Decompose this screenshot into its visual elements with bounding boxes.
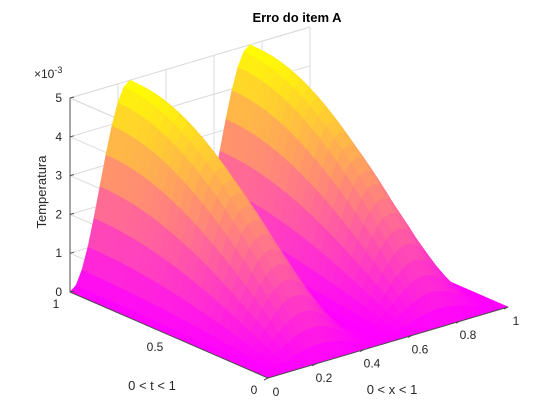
x-tick-label: 0.6 (412, 342, 429, 356)
z-tick-mark (69, 290, 75, 293)
axes (69, 96, 509, 381)
x-tick-mark (503, 306, 509, 310)
z-tick-label: 4 (55, 130, 62, 144)
x-tick-label: 0.4 (364, 357, 381, 371)
z-tick-label: 1 (55, 246, 62, 260)
chart-title: Erro do item A (252, 10, 342, 25)
box-edge-line (69, 26, 311, 99)
z-exponent-label: ×10-3 (34, 65, 62, 81)
surface (69, 44, 509, 379)
t-axis-line (69, 291, 269, 379)
x-axis-label: 0 < x < 1 (367, 382, 418, 397)
x-tick-label: 0 (273, 385, 280, 399)
z-axis-label: Temperatura (34, 155, 49, 229)
x-tick-mark (455, 320, 461, 324)
z-tick-mark (69, 251, 75, 254)
t-axis-label: 0 < t < 1 (128, 378, 176, 393)
x-tick-mark (263, 377, 269, 381)
x-tick-label: 0.8 (460, 328, 477, 342)
z-tick-label: 2 (55, 207, 62, 221)
z-tick-mark (69, 135, 75, 138)
t-tick-label: 0.5 (147, 340, 164, 354)
z-tick-mark (69, 212, 75, 215)
t-tick-label: 1 (53, 297, 60, 311)
x-tick-mark (407, 334, 413, 338)
z-tick-mark (69, 96, 75, 99)
t-tick-label: 0 (251, 383, 258, 397)
z-exponent-power: -3 (54, 65, 62, 75)
z-tick-label: 3 (55, 169, 62, 183)
x-tick-label: 1 (513, 314, 520, 328)
z-tick-label: 5 (55, 91, 62, 105)
x-tick-mark (359, 349, 365, 353)
z-tick-mark (69, 174, 75, 177)
z-tick-label: 0 (55, 285, 62, 299)
x-tick-mark (311, 363, 317, 367)
x-axis-line (267, 306, 509, 379)
x-tick-label: 0.2 (316, 371, 333, 385)
